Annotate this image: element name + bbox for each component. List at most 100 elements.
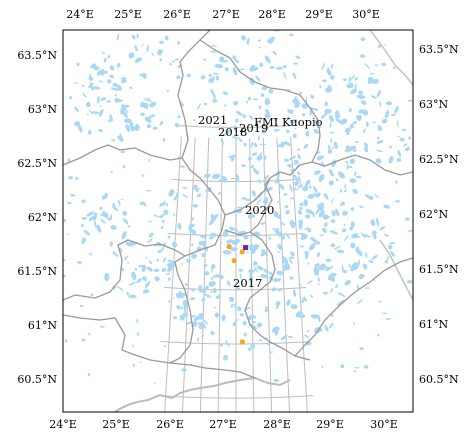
lake	[103, 70, 108, 74]
lake	[328, 180, 334, 186]
lake	[343, 223, 346, 227]
lake	[109, 241, 113, 247]
lake	[247, 213, 254, 219]
lake	[66, 233, 69, 235]
lake	[289, 155, 296, 161]
lake	[353, 370, 357, 373]
lake	[88, 109, 94, 115]
lake	[211, 173, 221, 180]
lake	[252, 214, 256, 218]
lake	[369, 72, 374, 75]
event-label-2021: 2021	[198, 113, 227, 127]
lake	[331, 147, 335, 149]
lake	[324, 222, 328, 227]
lake	[295, 160, 299, 163]
lake	[364, 146, 369, 153]
lake	[363, 62, 371, 69]
lake	[63, 219, 67, 223]
lake	[306, 330, 310, 332]
region-border-north	[199, 39, 321, 163]
lake	[82, 92, 87, 98]
lake	[330, 288, 333, 293]
lake	[109, 114, 113, 123]
lake	[122, 165, 126, 169]
lake	[180, 306, 184, 310]
lake	[351, 232, 359, 239]
lake	[141, 174, 145, 177]
lake	[238, 68, 245, 71]
lake	[246, 251, 249, 254]
lake	[128, 294, 137, 299]
lake	[274, 180, 279, 184]
lake	[370, 219, 376, 227]
lake	[73, 82, 78, 84]
lake	[251, 152, 258, 156]
lake	[157, 250, 162, 253]
lake	[89, 63, 97, 69]
lake	[101, 193, 109, 200]
lake	[243, 142, 247, 147]
lake	[365, 252, 368, 258]
lake	[353, 262, 359, 270]
meridian-line	[199, 137, 210, 412]
lake	[362, 109, 369, 116]
lake	[134, 57, 143, 63]
lake	[255, 75, 261, 82]
lake	[121, 104, 127, 110]
lake	[310, 237, 318, 243]
lake	[376, 89, 382, 98]
lake	[388, 242, 396, 245]
lake	[346, 83, 354, 89]
lake	[253, 168, 257, 173]
lake	[151, 53, 154, 56]
lake	[214, 312, 220, 318]
lake	[141, 44, 145, 46]
lake	[359, 347, 364, 351]
lake	[250, 342, 255, 349]
lake	[179, 165, 186, 168]
lake	[228, 154, 237, 159]
lake	[396, 119, 399, 129]
lake	[283, 141, 291, 146]
lake	[309, 211, 314, 215]
lake	[193, 119, 196, 122]
lake	[305, 214, 311, 219]
lake	[99, 325, 105, 328]
lake	[376, 217, 380, 227]
lake	[259, 143, 267, 146]
lake	[232, 55, 237, 61]
lake	[349, 74, 355, 82]
lake	[104, 272, 110, 282]
lake	[176, 304, 181, 310]
lake	[304, 334, 309, 338]
lake	[222, 250, 232, 255]
lake	[382, 312, 388, 314]
lake	[330, 131, 335, 134]
lake	[218, 192, 221, 195]
lake	[204, 271, 210, 276]
lake	[362, 263, 368, 270]
lake	[159, 120, 164, 126]
lake	[197, 322, 206, 327]
lake	[335, 284, 339, 289]
lake	[277, 200, 280, 204]
lake	[128, 86, 133, 89]
bottom-lon-label: 30°E	[370, 418, 398, 431]
lake	[318, 210, 325, 218]
lake	[204, 173, 211, 178]
lake	[112, 202, 116, 208]
lake	[354, 367, 360, 369]
lake	[341, 228, 347, 233]
lake	[198, 312, 204, 316]
lake	[355, 141, 359, 144]
lake	[239, 273, 242, 280]
lake	[214, 63, 224, 69]
lake	[276, 251, 281, 253]
region-border-south	[63, 239, 186, 301]
lake	[286, 129, 290, 134]
lake	[263, 154, 267, 162]
lake	[222, 355, 229, 361]
lake	[267, 38, 274, 44]
lake	[177, 115, 181, 119]
lake	[63, 274, 67, 277]
